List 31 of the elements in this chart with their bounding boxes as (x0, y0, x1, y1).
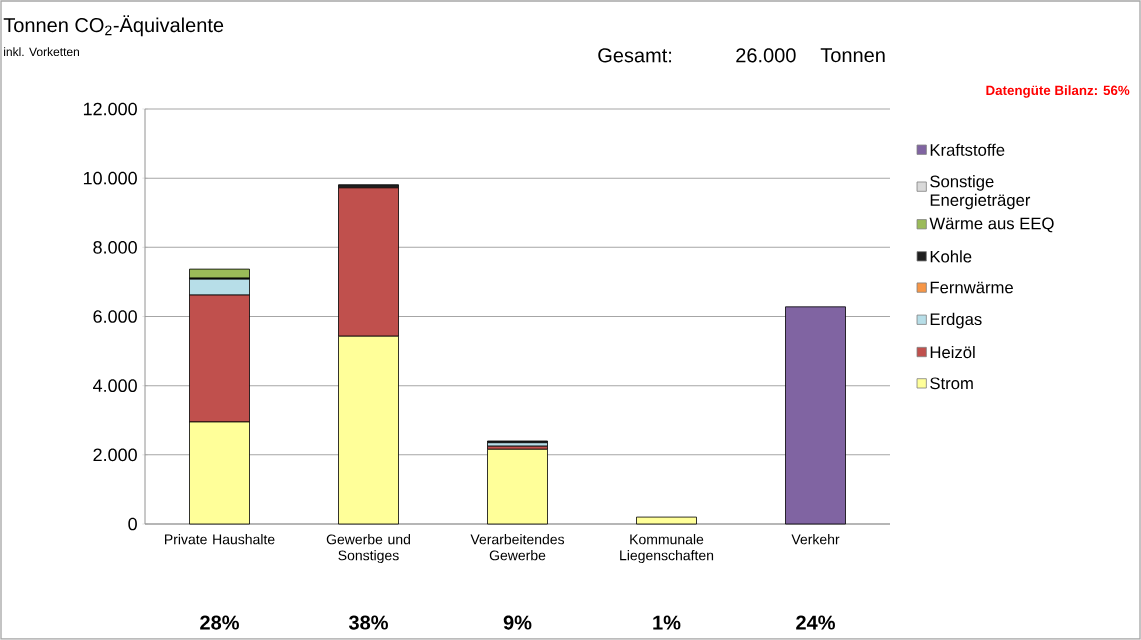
text: 24% (796, 615, 835, 630)
y-tick-label: 4.000 (93, 379, 137, 393)
y-tick-label: 8.000 (93, 240, 137, 254)
y-tick-label: 6.000 (93, 310, 137, 323)
y-tick-label: 10.000 (83, 171, 137, 185)
text: Datengüte Bilanz: 56% (986, 85, 1130, 98)
y-tick-label: 12.000 (83, 102, 137, 116)
legend-label: Strom (930, 377, 973, 390)
x-tick-label: Verarbeitendes Gewerbe (470, 534, 565, 561)
x-tick-label: Gewerbe und Sonstiges (326, 534, 410, 564)
text: 1% (653, 615, 681, 630)
legend-label: Fernwärme (930, 281, 1013, 294)
text: 38% (348, 615, 388, 630)
legend-label: Kohle (930, 250, 972, 263)
chart-title: Tonnen CO$_{2}$-Äquivalente (3, 15, 224, 37)
text: Gesamt: (598, 48, 672, 63)
text: Tonnen (820, 48, 885, 63)
text: 9% (503, 615, 532, 630)
legend-label: Wärme aus EEQ (929, 217, 1054, 233)
legend-label: Kraftstoffe (930, 143, 1005, 156)
legend-label: Erdgas (930, 312, 982, 329)
y-tick-label: 2.000 (93, 448, 137, 462)
y-tick-label: 0 (128, 517, 137, 531)
x-tick-label: Verkehr (791, 534, 840, 545)
text: inkl. Vorketten (4, 47, 79, 57)
text: 28% (200, 615, 239, 630)
text: 26.000 (736, 48, 796, 63)
x-tick-label: Kommunale Liegenschaften (620, 534, 714, 564)
legend-label: Heizöl (930, 345, 975, 359)
legend-label: Sonstige Energieträger (930, 175, 1031, 210)
x-tick-label: Private Haushalte (165, 534, 275, 545)
